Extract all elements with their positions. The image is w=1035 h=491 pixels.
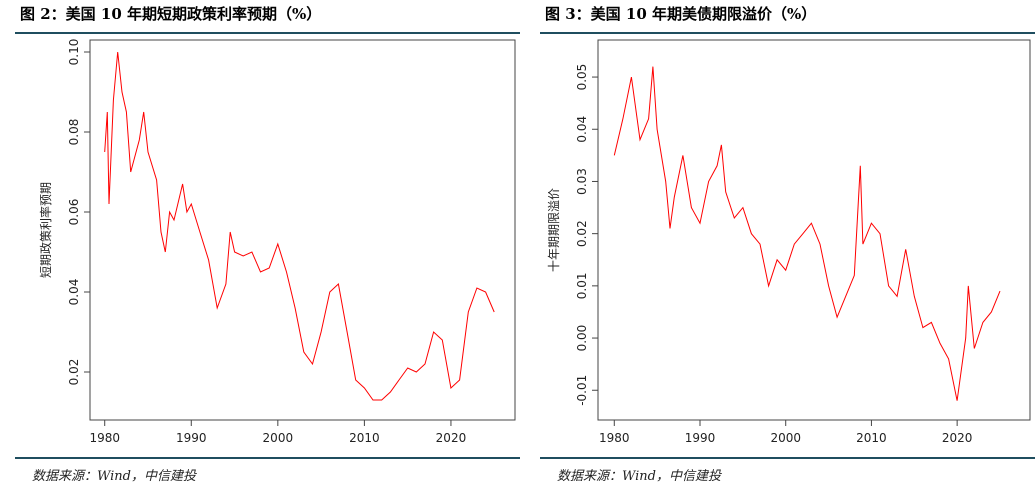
data-line [104,51,495,401]
y-tick-label: 0.02 [67,359,81,386]
x-tick-label: 2000 [770,431,801,445]
y-tick-label: 0.04 [575,116,589,143]
x-tick-label: 2010 [349,431,380,445]
plot-frame [89,39,516,421]
plot-frame [597,39,1031,421]
y-tick-label: 0.02 [575,220,589,247]
y-tick-label: 0.03 [575,168,589,195]
chart-title: 图 2：美国 10 年期短期政策利率预期（%） [20,5,321,23]
y-tick-label: 0.05 [575,64,589,91]
y-tick-label: 0.04 [67,279,81,306]
x-tick-label: 1980 [89,431,120,445]
x-tick-label: 2020 [942,431,973,445]
x-tick-label: 2000 [263,431,294,445]
y-tick-label: 0.06 [67,199,81,226]
y-tick-label: 0.08 [67,119,81,146]
y-tick-label: -0.01 [575,375,589,406]
y-tick-label: 0.00 [575,325,589,352]
data-line [613,66,1001,401]
x-tick-label: 1990 [685,431,716,445]
x-tick-label: 1980 [599,431,630,445]
y-tick-label: 0.01 [575,272,589,299]
x-tick-label: 2020 [436,431,467,445]
source-note: 数据来源：Wind，中信建投 [557,469,722,484]
y-axis-label: 十年期期限溢价 [547,188,561,272]
x-tick-label: 1990 [176,431,207,445]
y-axis-label: 短期政策利率预期 [38,182,53,278]
chart-title: 图 3：美国 10 年期美债期限溢价（%） [545,5,816,23]
y-tick-label: 0.10 [67,39,81,66]
source-note: 数据来源：Wind，中信建投 [32,469,197,484]
x-tick-label: 2010 [856,431,887,445]
